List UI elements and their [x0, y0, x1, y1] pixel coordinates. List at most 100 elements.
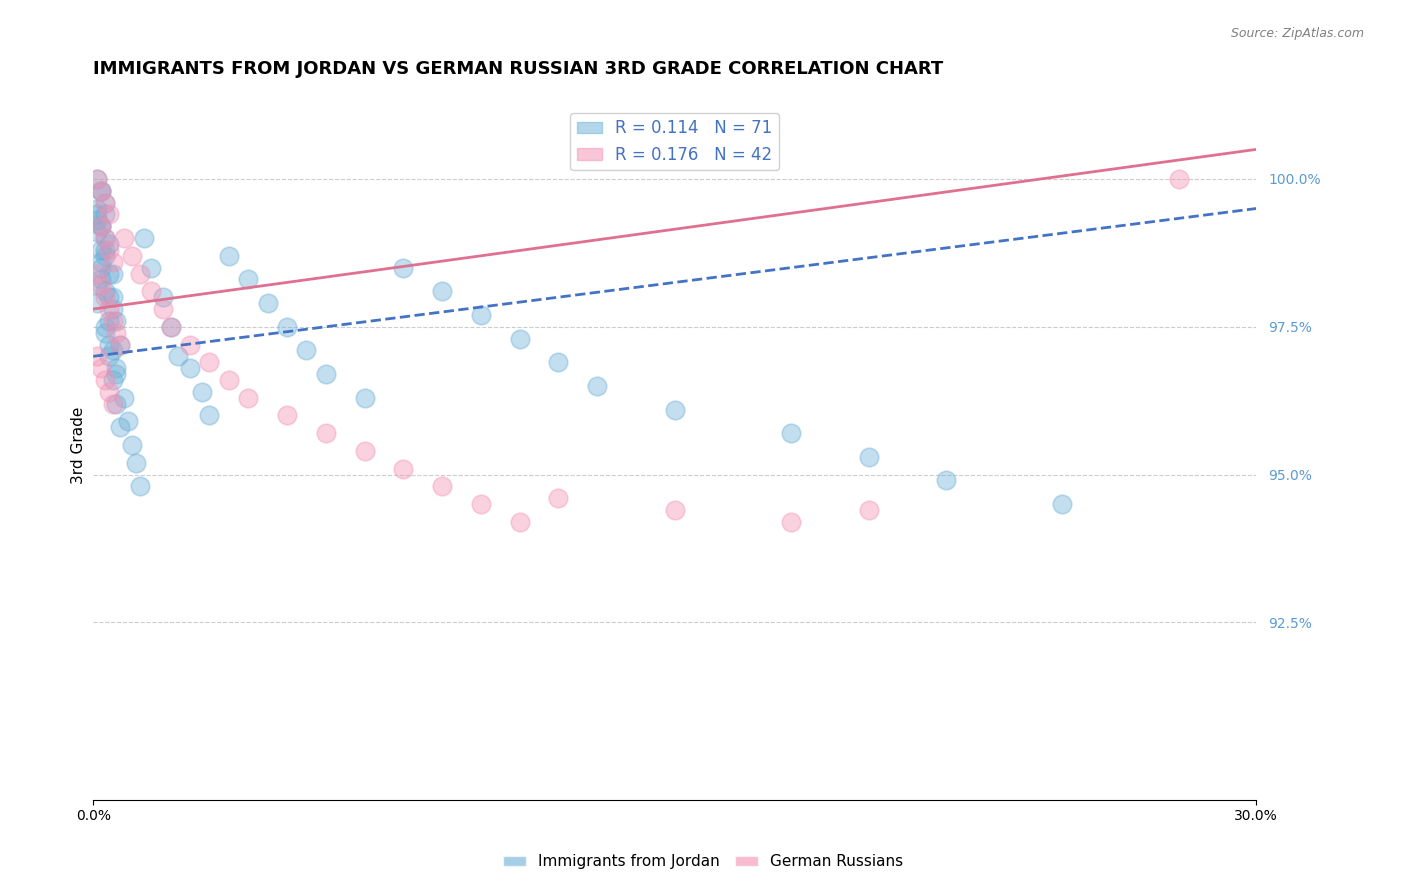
Point	[101, 396, 124, 410]
Point	[190, 384, 212, 399]
Point	[152, 301, 174, 316]
Text: Source: ZipAtlas.com: Source: ZipAtlas.com	[1230, 27, 1364, 40]
Point	[238, 272, 260, 286]
Point	[90, 219, 112, 234]
Point	[430, 479, 453, 493]
Point	[94, 195, 117, 210]
Point	[105, 396, 128, 410]
Point	[121, 249, 143, 263]
Point	[97, 267, 120, 281]
Point	[1052, 497, 1074, 511]
Point	[1167, 172, 1189, 186]
Point	[97, 337, 120, 351]
Point	[101, 301, 124, 316]
Point	[547, 491, 569, 506]
Point	[94, 207, 117, 221]
Point	[179, 361, 201, 376]
Point	[110, 337, 132, 351]
Text: IMMIGRANTS FROM JORDAN VS GERMAN RUSSIAN 3RD GRADE CORRELATION CHART: IMMIGRANTS FROM JORDAN VS GERMAN RUSSIAN…	[93, 60, 943, 78]
Point	[86, 207, 108, 221]
Point	[315, 426, 337, 441]
Point	[430, 285, 453, 299]
Point	[125, 456, 148, 470]
Point	[105, 367, 128, 381]
Point	[97, 384, 120, 399]
Point	[94, 231, 117, 245]
Point	[94, 243, 117, 257]
Point	[256, 296, 278, 310]
Point	[101, 343, 124, 358]
Point	[86, 349, 108, 363]
Point	[547, 355, 569, 369]
Point	[509, 332, 531, 346]
Point	[159, 319, 181, 334]
Point	[935, 474, 957, 488]
Point	[94, 231, 117, 245]
Point	[97, 314, 120, 328]
Point	[94, 285, 117, 299]
Point	[105, 361, 128, 376]
Point	[90, 243, 112, 257]
Point	[218, 373, 240, 387]
Point	[858, 450, 880, 464]
Point	[90, 184, 112, 198]
Point	[470, 497, 492, 511]
Point	[276, 409, 298, 423]
Point	[198, 409, 221, 423]
Point	[112, 231, 135, 245]
Point	[90, 278, 112, 293]
Point	[86, 296, 108, 310]
Point	[86, 202, 108, 216]
Point	[90, 272, 112, 286]
Point	[470, 308, 492, 322]
Point	[105, 326, 128, 340]
Point	[780, 515, 803, 529]
Point	[101, 254, 124, 268]
Point	[86, 172, 108, 186]
Point	[101, 373, 124, 387]
Point	[97, 237, 120, 252]
Point	[94, 326, 117, 340]
Point	[101, 314, 124, 328]
Point	[112, 391, 135, 405]
Point	[179, 337, 201, 351]
Point	[128, 479, 150, 493]
Point	[509, 515, 531, 529]
Y-axis label: 3rd Grade: 3rd Grade	[72, 407, 86, 483]
Point	[121, 438, 143, 452]
Point	[86, 172, 108, 186]
Point	[86, 225, 108, 239]
Point	[276, 319, 298, 334]
Point	[94, 195, 117, 210]
Point	[110, 420, 132, 434]
Point	[97, 290, 120, 304]
Point	[117, 414, 139, 428]
Point	[86, 213, 108, 227]
Point	[128, 267, 150, 281]
Point	[159, 319, 181, 334]
Point	[97, 349, 120, 363]
Point	[90, 361, 112, 376]
Point	[97, 243, 120, 257]
Point	[198, 355, 221, 369]
Point	[392, 260, 415, 275]
Point	[90, 254, 112, 268]
Point	[353, 444, 375, 458]
Point	[110, 337, 132, 351]
Point	[586, 379, 609, 393]
Point	[90, 219, 112, 234]
Point	[218, 249, 240, 263]
Point	[152, 290, 174, 304]
Point	[97, 301, 120, 316]
Point	[94, 373, 117, 387]
Point	[858, 503, 880, 517]
Point	[238, 391, 260, 405]
Point	[141, 285, 163, 299]
Point	[86, 267, 108, 281]
Point	[90, 219, 112, 234]
Point	[315, 367, 337, 381]
Point	[105, 314, 128, 328]
Point	[392, 461, 415, 475]
Legend: R = 0.114   N = 71, R = 0.176   N = 42: R = 0.114 N = 71, R = 0.176 N = 42	[571, 112, 779, 170]
Point	[353, 391, 375, 405]
